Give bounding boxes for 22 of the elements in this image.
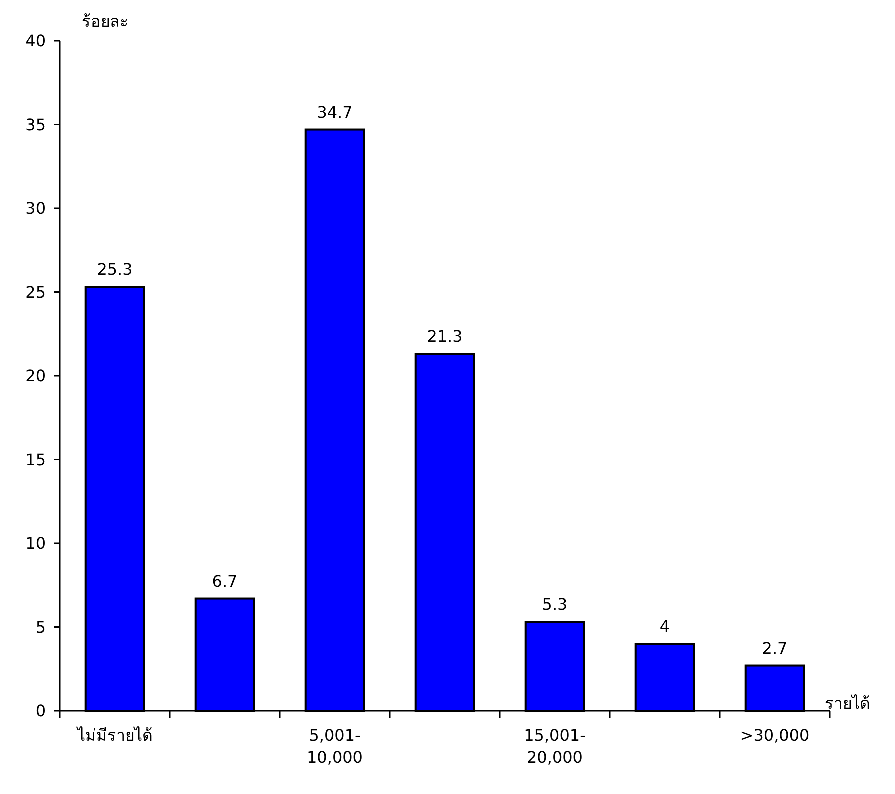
y-tick-label: 40 (26, 32, 46, 51)
data-label: 2.7 (762, 638, 788, 658)
y-tick-label: 35 (26, 115, 46, 134)
y-tick-label: 25 (26, 282, 46, 302)
data-label: 6.7 (212, 572, 238, 591)
y-tick-label: 10 (26, 534, 46, 554)
data-label: 34.7 (317, 102, 353, 122)
x-tick-label: ไม่มีรายได้ (76, 726, 152, 745)
y-tick-label: 5 (36, 618, 46, 637)
data-label: 25.3 (97, 260, 133, 280)
data-label: 4 (660, 617, 670, 636)
data-label: 5.3 (542, 595, 568, 614)
y-tick-label: 30 (26, 199, 46, 218)
x-tick-label: >30,000 (740, 726, 810, 745)
x-axis-title: รายได้ (825, 694, 870, 713)
y-tick-label: 0 (36, 702, 46, 721)
x-tick-label: 15,001-20,000 (524, 726, 586, 767)
y-tick-label: 15 (26, 450, 46, 470)
y-axis-title: ร้อยละ (82, 12, 129, 31)
data-label: 21.3 (427, 327, 463, 346)
y-tick-label: 20 (26, 366, 46, 386)
x-tick-label: 5,001-10,000 (307, 726, 363, 767)
